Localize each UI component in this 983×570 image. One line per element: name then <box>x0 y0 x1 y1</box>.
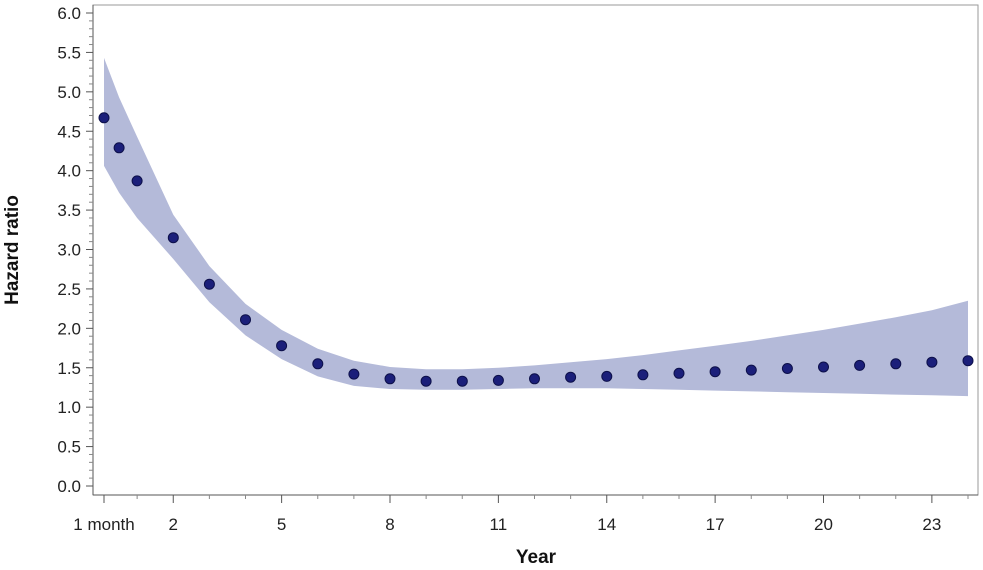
x-axis-title: Year <box>516 547 557 568</box>
data-point <box>167 232 179 244</box>
y-axis-title: Hazard ratio <box>2 195 23 305</box>
data-point <box>745 364 757 376</box>
data-point <box>565 371 577 383</box>
y-tick-label: 4.0 <box>57 162 81 181</box>
y-tick-label: 3.5 <box>57 201 81 220</box>
data-point <box>312 358 324 370</box>
data-point <box>98 112 110 124</box>
data-point <box>926 356 938 368</box>
y-tick-label: 6.0 <box>57 4 81 23</box>
data-point <box>673 367 685 379</box>
data-point <box>420 375 432 387</box>
data-point <box>384 373 396 385</box>
points-layer <box>98 112 974 387</box>
y-tick-label: 5.0 <box>57 83 81 102</box>
y-tick-label: 5.5 <box>57 43 81 62</box>
data-point <box>203 278 215 290</box>
data-point <box>529 373 540 385</box>
data-point <box>492 374 504 386</box>
y-tick-label: 0.0 <box>57 477 81 496</box>
x-tick-label: 8 <box>385 515 394 534</box>
data-point <box>348 368 360 380</box>
data-point <box>240 314 251 326</box>
data-point <box>637 369 649 381</box>
data-point <box>456 375 468 387</box>
data-point <box>131 175 143 187</box>
data-point <box>962 355 974 367</box>
y-tick-label: 1.0 <box>57 398 81 417</box>
y-tick-label: 2.0 <box>57 319 81 338</box>
x-tick-label: 1 month <box>73 515 134 534</box>
y-tick-label: 2.5 <box>57 280 81 299</box>
data-point <box>890 358 902 370</box>
x-tick-label: 20 <box>814 515 833 534</box>
y-tick-label: 1.5 <box>57 359 81 378</box>
data-point <box>854 359 866 371</box>
y-axis: 0.0 0.5 1.0 1.5 2.0 2.5 3.0 3.5 4.0 4.5 5.0 5.5 6.0 <box>57 4 94 496</box>
x-tick-label: 11 <box>490 515 508 534</box>
x-axis: 1 month 2 5 8 11 14 17 20 23 <box>73 494 978 534</box>
plot-frame <box>92 4 979 496</box>
data-point <box>709 366 721 378</box>
x-tick-label: 2 <box>169 515 178 534</box>
x-tick-label: 14 <box>597 515 616 534</box>
y-tick-label: 4.5 <box>57 122 81 141</box>
data-point <box>781 363 793 374</box>
y-tick-label: 0.5 <box>57 438 81 457</box>
x-tick-label: 5 <box>277 515 286 534</box>
x-tick-label: 23 <box>922 515 941 534</box>
data-point <box>601 370 613 382</box>
data-point <box>276 340 288 352</box>
x-tick-label: 17 <box>706 515 725 534</box>
confidence-band <box>104 57 968 397</box>
data-point <box>818 361 829 373</box>
data-point <box>113 142 125 154</box>
band-layer <box>104 57 968 397</box>
y-tick-label: 3.0 <box>57 241 81 260</box>
